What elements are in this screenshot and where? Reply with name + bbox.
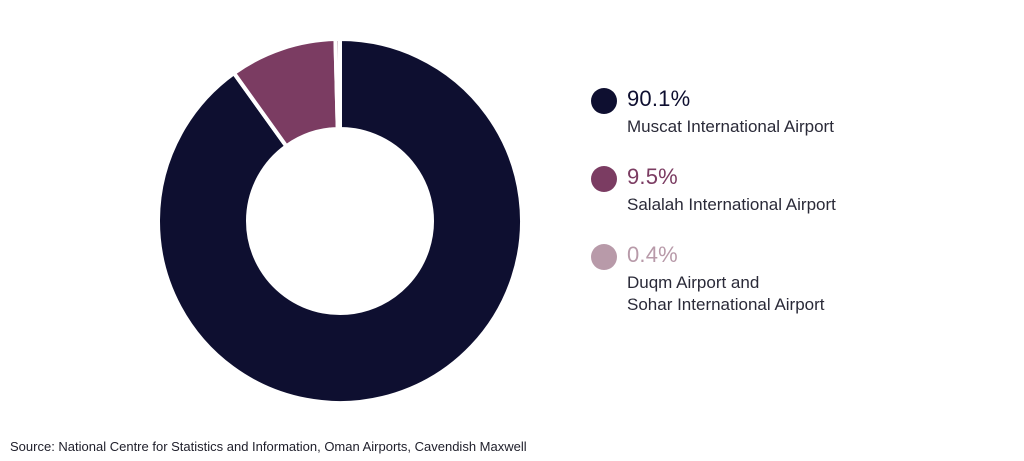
legend-item-muscat: 90.1% Muscat International Airport [591,82,991,138]
donut-slice-duqm-sohar [333,36,342,132]
legend-item-salalah: 9.5% Salalah International Airport [591,160,991,216]
legend-label-salalah: Salalah International Airport [627,195,836,214]
legend-swatch-duqm-sohar [591,244,617,270]
legend-swatch-salalah [591,166,617,192]
legend-value-salalah: 9.5% [627,164,678,189]
legend-label-muscat: Muscat International Airport [627,117,834,136]
legend-item-duqm-sohar: 0.4% Duqm Airport and Sohar Internationa… [591,238,991,316]
legend-value-muscat: 90.1% [627,86,691,111]
legend-value-duqm-sohar: 0.4% [627,242,678,267]
legend-label-duqm-sohar: Duqm Airport and Sohar International Air… [627,273,825,314]
donut-slices [156,36,524,405]
donut-slice-muscat [156,36,524,405]
source-note: Source: National Centre for Statistics a… [10,439,527,454]
chart-legend: 90.1% Muscat International Airport 9.5% … [591,82,991,316]
legend-swatch-muscat [591,88,617,114]
